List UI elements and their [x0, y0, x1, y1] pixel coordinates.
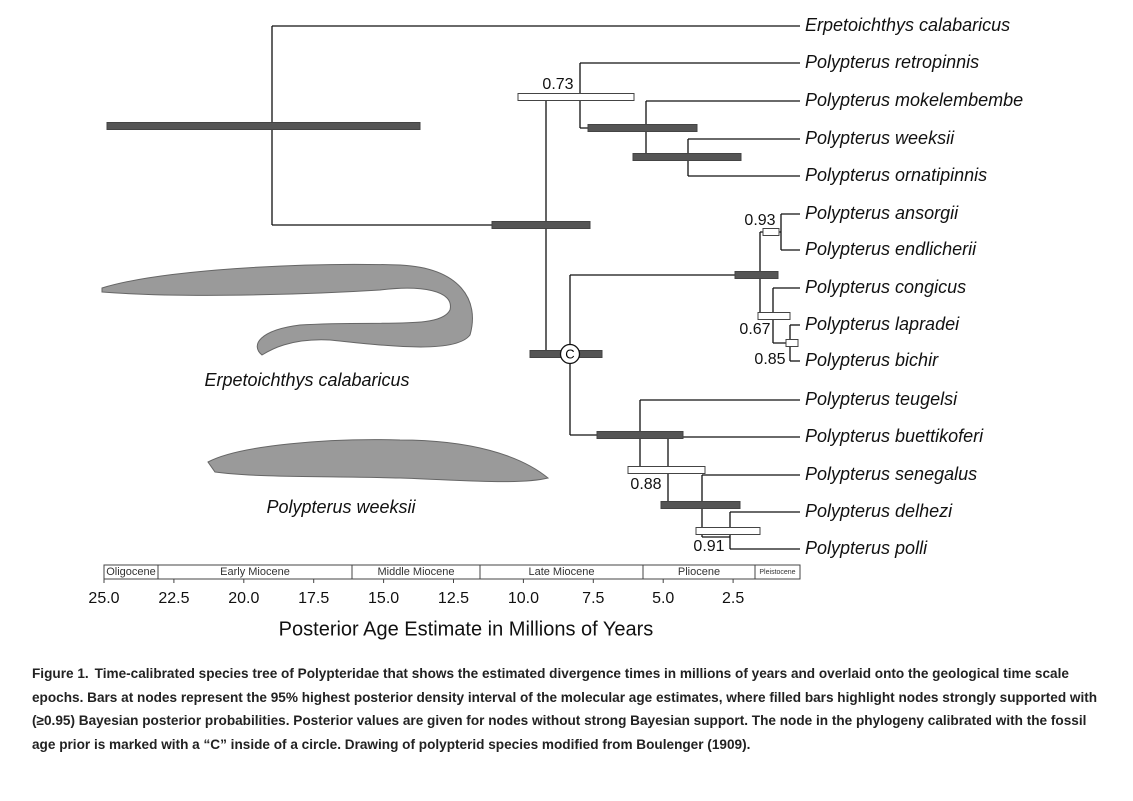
taxon-label: Polypterus lapradei — [805, 314, 960, 334]
hpd-bar — [491, 221, 591, 229]
calibration-circle — [559, 343, 581, 365]
fish-caption: Erpetoichthys calabaricus — [204, 370, 409, 390]
caption-label: Figure 1. — [32, 666, 89, 681]
hpd-bar — [762, 228, 780, 236]
hpd-bar — [734, 271, 779, 279]
taxon-label: Polypterus congicus — [805, 277, 966, 297]
taxon-label: Polypterus teugelsi — [805, 389, 958, 409]
hpd-bar — [596, 431, 684, 439]
taxon-label: Polypterus retropinnis — [805, 52, 979, 72]
taxon-label: Polypterus ornatipinnis — [805, 165, 987, 185]
hpd-bar — [517, 93, 635, 101]
epoch-label: Pleistocene — [759, 569, 795, 576]
tick-label: 20.0 — [228, 590, 259, 607]
bichir-fish — [207, 439, 550, 483]
tick-label: 22.5 — [158, 590, 189, 607]
taxon-label: Polypterus ansorgii — [805, 203, 959, 223]
epoch-label: Early Miocene — [220, 566, 290, 578]
hpd-bar — [106, 122, 421, 130]
hpd-bar — [660, 501, 741, 509]
calibration-label: C — [565, 346, 574, 361]
hpd-bar — [757, 312, 791, 320]
taxon-label: Erpetoichthys calabaricus — [805, 15, 1010, 35]
taxon-label: Polypterus endlicherii — [805, 239, 977, 259]
figure-caption: Figure 1. Time-calibrated species tree of… — [32, 662, 1112, 756]
tick-label: 12.5 — [438, 590, 469, 607]
tick-label: 17.5 — [298, 590, 329, 607]
taxon-label: Polypterus senegalus — [805, 464, 977, 484]
taxon-label: Polypterus bichir — [805, 350, 939, 370]
epoch-label: Late Miocene — [528, 566, 594, 578]
eel-fish — [101, 263, 473, 356]
epoch-bar — [103, 564, 801, 580]
hpd-bar — [632, 153, 742, 161]
tick-label: 25.0 — [88, 590, 119, 607]
hpd-bar — [695, 527, 761, 535]
posterior-value: 0.85 — [754, 351, 785, 368]
taxon-label: Polypterus buettikoferi — [805, 426, 984, 446]
hpd-bar — [587, 124, 698, 132]
taxon-label: Polypterus polli — [805, 538, 928, 558]
tick-label: 7.5 — [582, 590, 604, 607]
tick-label: 15.0 — [368, 590, 399, 607]
posterior-value: 0.91 — [693, 538, 724, 555]
hpd-bar — [785, 339, 799, 347]
taxon-label: Polypterus weeksii — [805, 128, 955, 148]
tick-label: 2.5 — [722, 590, 744, 607]
posterior-value: 0.73 — [542, 76, 573, 93]
posterior-value: 0.88 — [630, 476, 661, 493]
tree-figure: Erpetoichthys calabaricus Polypterus wee… — [88, 15, 1023, 641]
posterior-value: 0.93 — [744, 212, 775, 229]
posterior-value: 0.67 — [739, 321, 770, 338]
taxon-label: Polypterus delhezi — [805, 501, 953, 521]
epoch-label: Oligocene — [106, 566, 156, 578]
taxon-label: Polypterus mokelembembe — [805, 90, 1023, 110]
tick-label: 5.0 — [652, 590, 674, 607]
hpd-bar — [627, 466, 706, 474]
tick-label: 10.0 — [508, 590, 539, 607]
epoch-label: Pliocene — [678, 566, 720, 578]
fish-caption: Polypterus weeksii — [266, 497, 416, 517]
caption-text: Time-calibrated species tree of Polypter… — [32, 666, 1098, 752]
fish-drawing — [101, 263, 550, 483]
epoch-label: Middle Miocene — [377, 566, 454, 578]
axis-label: Posterior Age Estimate in Millions of Ye… — [279, 618, 654, 640]
